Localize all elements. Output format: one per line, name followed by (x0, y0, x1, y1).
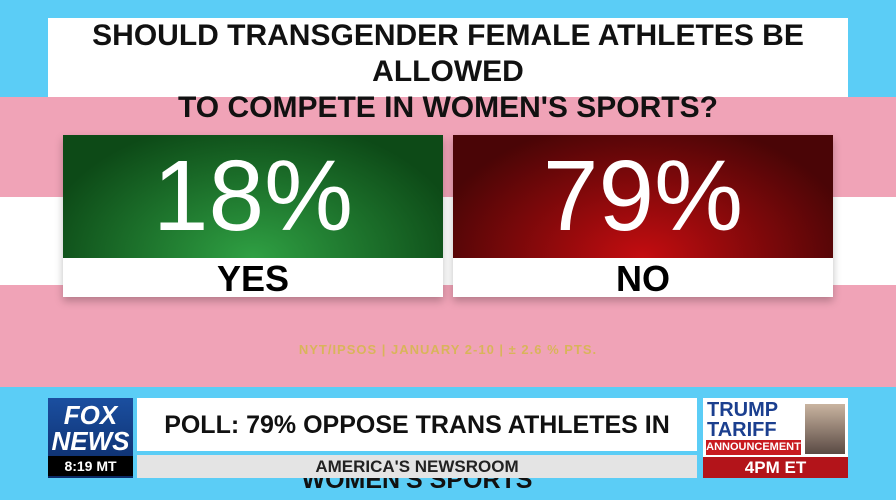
question-line: SHOULD TRANSGENDER FEMALE ATHLETES BE AL… (92, 19, 804, 88)
promo-box: TRUMP TARIFF ANNOUNCEMENT 4PM ET (703, 398, 848, 478)
question-line: TO COMPETE IN WOMEN'S SPORTS? (178, 91, 718, 124)
show-name: AMERICA'S NEWSROOM (137, 455, 697, 478)
logo-top: FOX (63, 400, 118, 430)
promo-photo (805, 404, 845, 454)
result-panel: 18% YES (63, 135, 443, 299)
network-logo: FOX NEWS 8:19 MT (48, 398, 133, 478)
promo-time: 4PM ET (703, 457, 848, 478)
result-value: 18% (63, 135, 443, 258)
result-value: 79% (453, 135, 833, 258)
headline: POLL: 79% OPPOSE TRANS ATHLETES IN WOMEN… (137, 398, 697, 494)
promo-line: ANNOUNCEMENT (706, 440, 801, 455)
question-box: SHOULD TRANSGENDER FEMALE ATHLETES BE AL… (48, 18, 848, 124)
logo-bottom: NEWS (51, 426, 130, 456)
promo-line: TARIFF (707, 419, 777, 441)
result-label: YES (216, 258, 290, 299)
clock: 8:19 MT (48, 456, 133, 476)
source-note: NYT/IPSOS | JANUARY 2-10 | ± 2.6 % PTS. (298, 342, 598, 357)
result-panel: 79% NO (453, 135, 833, 299)
result-label: NO (616, 258, 670, 299)
promo-line: TRUMP (707, 399, 779, 421)
